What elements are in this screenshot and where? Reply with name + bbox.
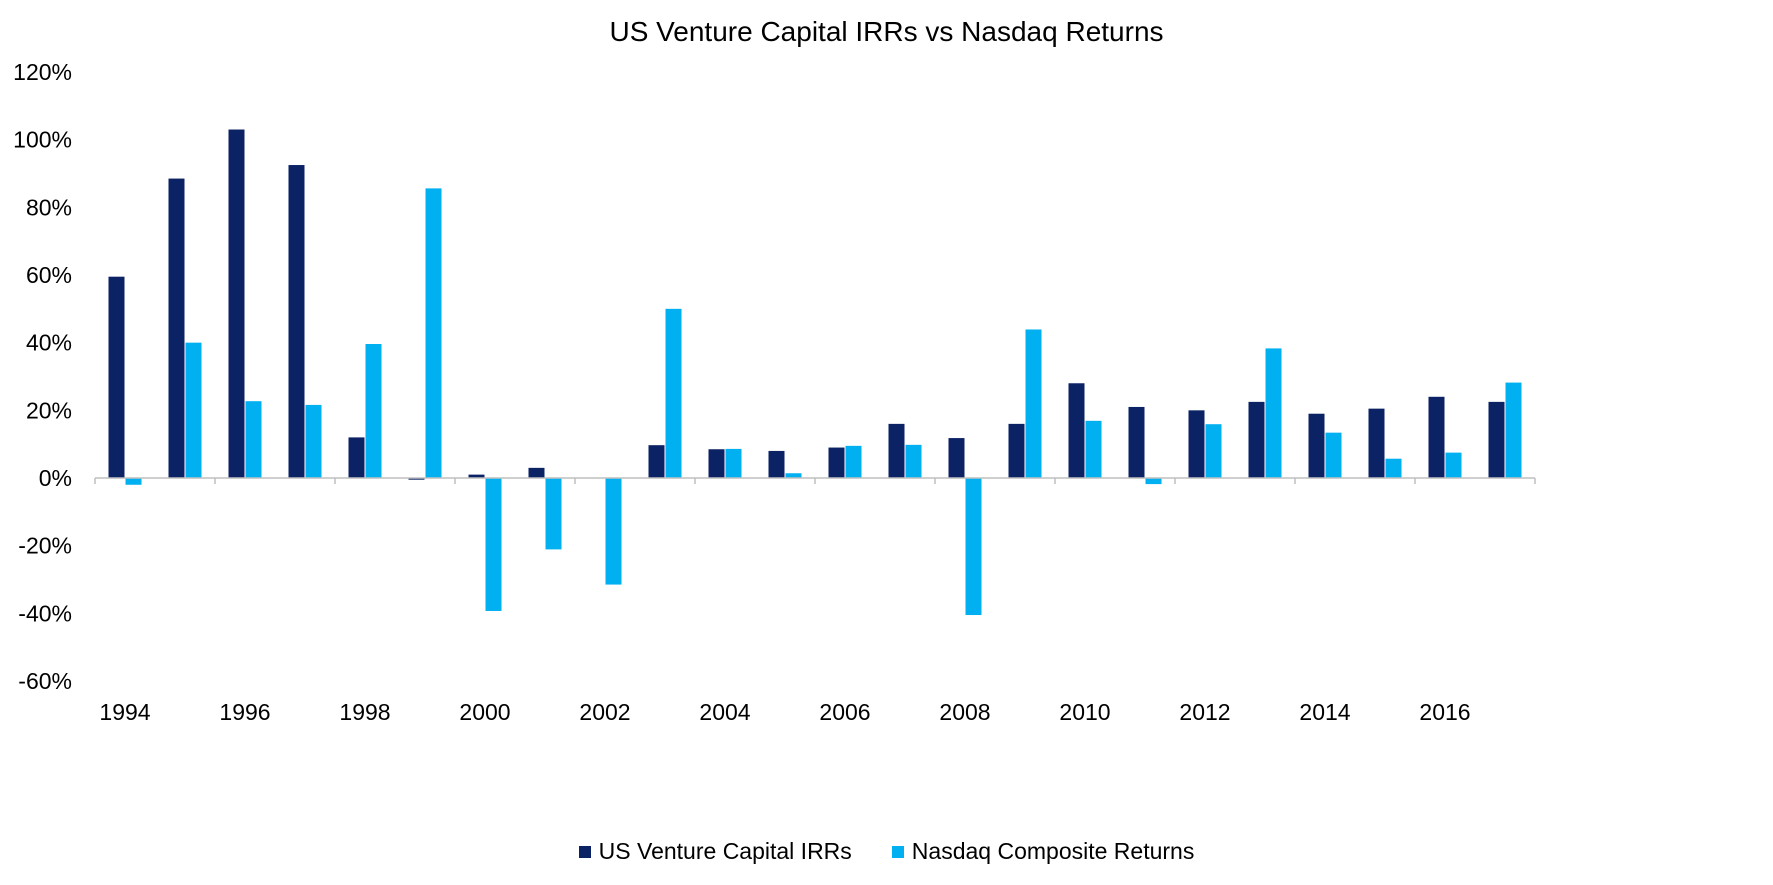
legend-swatch-vc [578, 845, 591, 858]
y-tick-label: 80% [26, 194, 72, 220]
x-tick-label: 2006 [819, 699, 870, 725]
nasdaq-bar-2003 [665, 308, 682, 478]
legend-label-nasdaq: Nasdaq Composite Returns [911, 838, 1195, 864]
vc-irr-bar-2011 [1128, 406, 1145, 478]
vc-irr-bar-1996 [228, 129, 245, 478]
x-tick-label: 2004 [699, 699, 750, 725]
vc-irr-bar-1998 [348, 437, 365, 478]
x-tick-label: 1996 [219, 699, 270, 725]
x-tick-label: 1994 [99, 699, 150, 725]
chart-title: US Venture Capital IRRs vs Nasdaq Return… [609, 16, 1164, 47]
y-tick-label: 40% [26, 330, 72, 356]
nasdaq-bar-2017 [1505, 382, 1522, 478]
nasdaq-bar-1998 [365, 344, 382, 478]
vc-irr-bar-2007 [888, 423, 905, 478]
legend-label-vc: US Venture Capital IRRs [598, 838, 852, 864]
x-tick-label: 2014 [1299, 699, 1350, 725]
x-tick-label: 2008 [939, 699, 990, 725]
y-tick-label: 0% [39, 465, 72, 491]
vc-irr-bar-2008 [948, 438, 965, 478]
nasdaq-bar-1994 [125, 478, 142, 485]
x-tick-label: 2010 [1059, 699, 1110, 725]
vc-irr-bar-2010 [1068, 383, 1085, 478]
nasdaq-bar-1997 [305, 404, 322, 478]
vc-irr-bar-1995 [168, 178, 185, 478]
legend-swatch-nasdaq [891, 845, 904, 858]
x-tick-label: 1998 [339, 699, 390, 725]
y-tick-label: -20% [18, 533, 72, 559]
nasdaq-bar-2013 [1265, 348, 1282, 478]
nasdaq-bar-2007 [905, 444, 922, 478]
vc-irr-bar-2016 [1428, 396, 1445, 478]
nasdaq-bar-2001 [545, 478, 562, 550]
nasdaq-bar-2016 [1445, 452, 1462, 478]
vc-irr-bar-2000 [468, 474, 485, 478]
y-tick-label: 120% [13, 59, 72, 85]
x-tick-label: 2000 [459, 699, 510, 725]
vc-irr-bar-2004 [708, 449, 725, 478]
y-tick-label: 60% [26, 262, 72, 288]
vc-irr-bar-2006 [828, 447, 845, 478]
nasdaq-bar-1995 [185, 342, 202, 478]
vc-irr-bar-2001 [528, 467, 545, 478]
legend-item-vc: US Venture Capital IRRs [578, 838, 852, 865]
vc-irr-bar-2013 [1248, 401, 1265, 478]
y-tick-label: 100% [13, 127, 72, 153]
y-tick-label: -40% [18, 600, 72, 626]
nasdaq-bar-2004 [725, 448, 742, 478]
nasdaq-bar-2015 [1385, 458, 1402, 478]
vc-irr-bar-2017 [1488, 401, 1505, 478]
nasdaq-bar-2002 [605, 478, 622, 585]
y-tick-label: 20% [26, 397, 72, 423]
nasdaq-bar-2006 [845, 445, 862, 478]
vc-irr-bar-1997 [288, 165, 305, 478]
vc-irr-bar-2012 [1188, 410, 1205, 478]
legend: US Venture Capital IRRs Nasdaq Composite… [0, 838, 1773, 865]
nasdaq-bar-2009 [1025, 329, 1042, 478]
nasdaq-bar-2011 [1145, 478, 1162, 485]
nasdaq-bar-2014 [1325, 432, 1342, 478]
nasdaq-bar-1999 [425, 188, 442, 479]
vc-irr-bar-2009 [1008, 423, 1025, 478]
nasdaq-bar-2012 [1205, 424, 1222, 478]
nasdaq-bar-2010 [1085, 420, 1102, 478]
x-tick-label: 2002 [579, 699, 630, 725]
nasdaq-bar-2005 [785, 473, 802, 478]
x-tick-label: 2016 [1419, 699, 1470, 725]
vc-irr-bar-2014 [1308, 413, 1325, 478]
x-tick-label: 2012 [1179, 699, 1230, 725]
legend-item-nasdaq: Nasdaq Composite Returns [891, 838, 1195, 865]
vc-irr-bar-2003 [648, 445, 665, 478]
vc-irr-bar-2005 [768, 450, 785, 478]
nasdaq-bar-1996 [245, 401, 262, 478]
nasdaq-bar-2000 [485, 478, 502, 611]
vc-irr-bar-1994 [108, 276, 125, 478]
vc-irr-bar-1999 [408, 478, 425, 480]
y-tick-label: -60% [18, 668, 72, 694]
nasdaq-bar-2008 [965, 478, 982, 616]
vc-irr-bar-2015 [1368, 408, 1385, 478]
